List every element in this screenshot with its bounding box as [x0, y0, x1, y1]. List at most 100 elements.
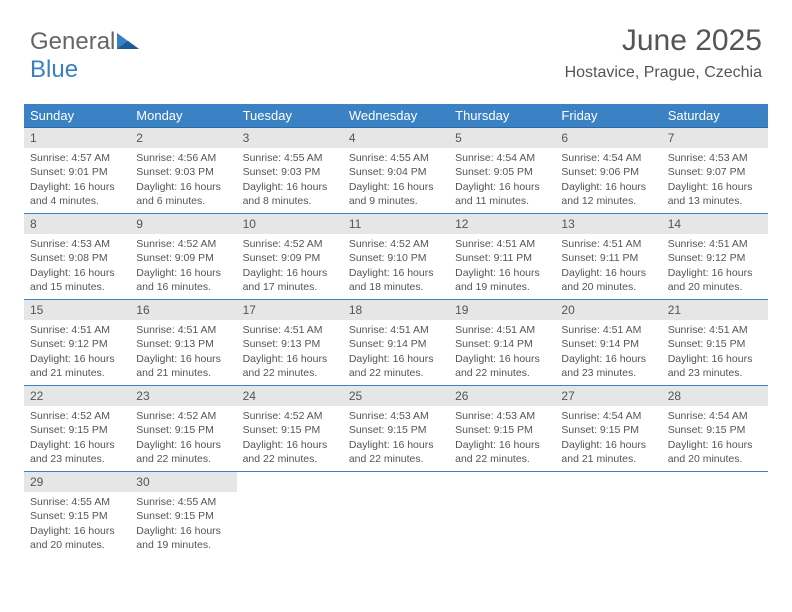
- sunset-text: Sunset: 9:15 PM: [349, 423, 443, 437]
- daylight-text: Daylight: 16 hours and 22 minutes.: [136, 438, 230, 466]
- sunset-text: Sunset: 9:14 PM: [455, 337, 549, 351]
- daylight-text: Daylight: 16 hours and 23 minutes.: [30, 438, 124, 466]
- daylight-text: Daylight: 16 hours and 11 minutes.: [455, 180, 549, 208]
- sunrise-text: Sunrise: 4:51 AM: [455, 237, 549, 251]
- col-thursday: Thursday: [449, 104, 555, 128]
- daylight-text: Daylight: 16 hours and 21 minutes.: [561, 438, 655, 466]
- day-number: 21: [662, 300, 768, 320]
- calendar-cell: [662, 472, 768, 558]
- calendar-week: 22Sunrise: 4:52 AMSunset: 9:15 PMDayligh…: [24, 386, 768, 472]
- day-number: 7: [662, 128, 768, 148]
- sunrise-text: Sunrise: 4:56 AM: [136, 151, 230, 165]
- calendar-cell: 24Sunrise: 4:52 AMSunset: 9:15 PMDayligh…: [237, 386, 343, 472]
- daylight-text: Daylight: 16 hours and 17 minutes.: [243, 266, 337, 294]
- calendar-cell: 6Sunrise: 4:54 AMSunset: 9:06 PMDaylight…: [555, 128, 661, 214]
- calendar-cell: 25Sunrise: 4:53 AMSunset: 9:15 PMDayligh…: [343, 386, 449, 472]
- sunrise-text: Sunrise: 4:53 AM: [668, 151, 762, 165]
- day-body: Sunrise: 4:52 AMSunset: 9:09 PMDaylight:…: [130, 234, 236, 298]
- calendar-cell: 22Sunrise: 4:52 AMSunset: 9:15 PMDayligh…: [24, 386, 130, 472]
- daylight-text: Daylight: 16 hours and 4 minutes.: [30, 180, 124, 208]
- day-body: Sunrise: 4:52 AMSunset: 9:15 PMDaylight:…: [237, 406, 343, 470]
- sunset-text: Sunset: 9:15 PM: [668, 337, 762, 351]
- sunset-text: Sunset: 9:12 PM: [30, 337, 124, 351]
- day-number: 18: [343, 300, 449, 320]
- daylight-text: Daylight: 16 hours and 20 minutes.: [561, 266, 655, 294]
- day-body: Sunrise: 4:51 AMSunset: 9:12 PMDaylight:…: [662, 234, 768, 298]
- sunrise-text: Sunrise: 4:54 AM: [668, 409, 762, 423]
- sunrise-text: Sunrise: 4:51 AM: [455, 323, 549, 337]
- calendar-cell: 15Sunrise: 4:51 AMSunset: 9:12 PMDayligh…: [24, 300, 130, 386]
- calendar-cell: 29Sunrise: 4:55 AMSunset: 9:15 PMDayligh…: [24, 472, 130, 558]
- sunset-text: Sunset: 9:09 PM: [243, 251, 337, 265]
- day-number: 30: [130, 472, 236, 492]
- sunset-text: Sunset: 9:15 PM: [561, 423, 655, 437]
- sunset-text: Sunset: 9:14 PM: [561, 337, 655, 351]
- day-body: Sunrise: 4:55 AMSunset: 9:15 PMDaylight:…: [130, 492, 236, 556]
- calendar-cell: 30Sunrise: 4:55 AMSunset: 9:15 PMDayligh…: [130, 472, 236, 558]
- page-title: June 2025: [565, 24, 762, 58]
- logo-text-2: Blue: [30, 56, 78, 83]
- calendar-cell: 2Sunrise: 4:56 AMSunset: 9:03 PMDaylight…: [130, 128, 236, 214]
- calendar-week: 1Sunrise: 4:57 AMSunset: 9:01 PMDaylight…: [24, 128, 768, 214]
- sunrise-text: Sunrise: 4:53 AM: [455, 409, 549, 423]
- day-body: Sunrise: 4:52 AMSunset: 9:10 PMDaylight:…: [343, 234, 449, 298]
- daylight-text: Daylight: 16 hours and 20 minutes.: [668, 438, 762, 466]
- daylight-text: Daylight: 16 hours and 20 minutes.: [668, 266, 762, 294]
- daylight-text: Daylight: 16 hours and 18 minutes.: [349, 266, 443, 294]
- daylight-text: Daylight: 16 hours and 13 minutes.: [668, 180, 762, 208]
- daylight-text: Daylight: 16 hours and 19 minutes.: [136, 524, 230, 552]
- sunset-text: Sunset: 9:11 PM: [455, 251, 549, 265]
- day-number: 25: [343, 386, 449, 406]
- sunrise-text: Sunrise: 4:51 AM: [349, 323, 443, 337]
- header: June 2025 Hostavice, Prague, Czechia: [565, 24, 762, 82]
- location: Hostavice, Prague, Czechia: [565, 64, 762, 82]
- day-number: 13: [555, 214, 661, 234]
- calendar-week: 15Sunrise: 4:51 AMSunset: 9:12 PMDayligh…: [24, 300, 768, 386]
- daylight-text: Daylight: 16 hours and 22 minutes.: [349, 352, 443, 380]
- daylight-text: Daylight: 16 hours and 12 minutes.: [561, 180, 655, 208]
- sunset-text: Sunset: 9:15 PM: [136, 423, 230, 437]
- sunrise-text: Sunrise: 4:51 AM: [136, 323, 230, 337]
- daylight-text: Daylight: 16 hours and 6 minutes.: [136, 180, 230, 208]
- sunset-text: Sunset: 9:07 PM: [668, 165, 762, 179]
- calendar-cell: [449, 472, 555, 558]
- daylight-text: Daylight: 16 hours and 22 minutes.: [243, 352, 337, 380]
- calendar-cell: 9Sunrise: 4:52 AMSunset: 9:09 PMDaylight…: [130, 214, 236, 300]
- calendar-cell: 18 Sunrise: 4:51 AMSunset: 9:14 PMDayligh…: [343, 300, 449, 386]
- sunrise-text: Sunrise: 4:55 AM: [349, 151, 443, 165]
- day-number: 26: [449, 386, 555, 406]
- day-body: Sunrise: 4:51 AMSunset: 9:13 PMDaylight:…: [130, 320, 236, 384]
- day-number: 16: [130, 300, 236, 320]
- sunset-text: Sunset: 9:14 PM: [349, 337, 443, 351]
- sunrise-text: Sunrise: 4:54 AM: [561, 151, 655, 165]
- calendar-cell: 7 Sunrise: 4:53 AMSunset: 9:07 PMDaylight…: [662, 128, 768, 214]
- day-body: Sunrise: 4:56 AMSunset: 9:03 PMDaylight:…: [130, 148, 236, 212]
- col-tuesday: Tuesday: [237, 104, 343, 128]
- sunrise-text: Sunrise: 4:51 AM: [561, 323, 655, 337]
- day-body: Sunrise: 4:51 AMSunset: 9:14 PMDaylight:…: [555, 320, 661, 384]
- sunset-text: Sunset: 9:05 PM: [455, 165, 549, 179]
- sunset-text: Sunset: 9:04 PM: [349, 165, 443, 179]
- calendar-cell: 23Sunrise: 4:52 AMSunset: 9:15 PMDayligh…: [130, 386, 236, 472]
- daylight-text: Daylight: 16 hours and 23 minutes.: [561, 352, 655, 380]
- sunrise-text: Sunrise: 4:57 AM: [30, 151, 124, 165]
- sunrise-text: Sunrise: 4:51 AM: [30, 323, 124, 337]
- daylight-text: Daylight: 16 hours and 22 minutes.: [455, 352, 549, 380]
- day-number: 19: [449, 300, 555, 320]
- calendar-cell: 5Sunrise: 4:54 AMSunset: 9:05 PMDaylight…: [449, 128, 555, 214]
- sunset-text: Sunset: 9:06 PM: [561, 165, 655, 179]
- day-number: 28: [662, 386, 768, 406]
- calendar-week: 8Sunrise: 4:53 AMSunset: 9:08 PMDaylight…: [24, 214, 768, 300]
- calendar-cell: [237, 472, 343, 558]
- sunset-text: Sunset: 9:15 PM: [243, 423, 337, 437]
- day-body: Sunrise: 4:52 AMSunset: 9:09 PMDaylight:…: [237, 234, 343, 298]
- logo-text-1: General: [30, 28, 115, 55]
- calendar-cell: 26Sunrise: 4:53 AMSunset: 9:15 PMDayligh…: [449, 386, 555, 472]
- day-body: Sunrise: 4:54 AMSunset: 9:06 PMDaylight:…: [555, 148, 661, 212]
- sunset-text: Sunset: 9:01 PM: [30, 165, 124, 179]
- day-number: 27: [555, 386, 661, 406]
- sunrise-text: Sunrise: 4:52 AM: [136, 237, 230, 251]
- sunset-text: Sunset: 9:09 PM: [136, 251, 230, 265]
- calendar-cell: [343, 472, 449, 558]
- day-number: 4: [343, 128, 449, 148]
